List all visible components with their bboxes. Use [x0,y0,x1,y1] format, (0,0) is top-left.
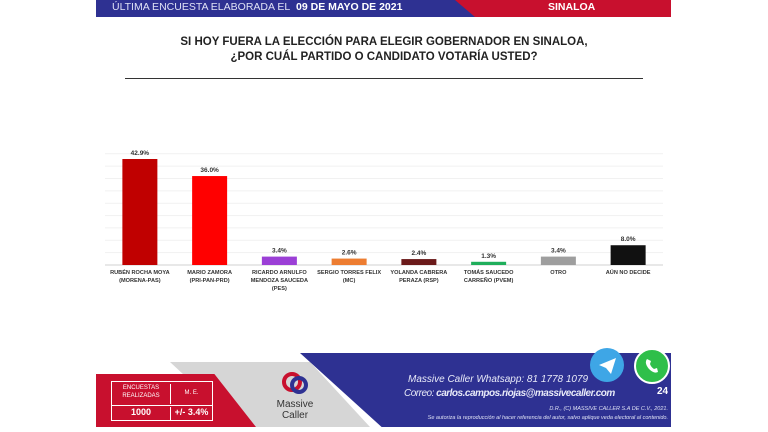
date-prefix: ÚLTIMA ENCUESTA ELABORADA EL [112,1,291,13]
bar [401,259,437,265]
header-state-bar [455,0,671,17]
survey-info-table: ENCUESTAS REALIZADAS M. E. 1000 +/- 3.4% [111,381,213,421]
category-label: CARREÑO (PVEM) [464,277,514,284]
title-line-2: ¿POR CUÁL PARTIDO O CANDIDATO VOTARÍA US… [230,51,538,63]
bar [540,256,576,265]
data-label: 1.3% [481,253,496,260]
category-label: YOLANDA CABRERA [390,270,447,276]
category-label: (MORENA-PAS) [119,278,161,284]
data-label: 2.6% [342,250,357,257]
state-label: SINALOA [548,1,596,13]
data-label: 3.4% [551,248,566,255]
bar-chart: 42.9% RUBÉN ROCHA MOYA (MORENA-PAS) 36.0% MA… [105,150,663,292]
category-label: AÚN NO DECIDE [606,269,651,276]
category-label: MARIO ZAMORA [187,270,232,276]
category-label: PERAZA (RSP) [399,278,439,284]
category-label: (PRI-PAN-PRD) [190,278,230,284]
copyright: D.R., (C) MASSIVE CALLER S.A DE C.V., 20… [549,406,668,412]
logo-text-2: Caller [281,410,309,421]
bar [610,245,646,265]
bar [192,176,228,265]
survey-date: ÚLTIMA ENCUESTA ELABORADA EL 09 DE MAYO … [112,1,402,13]
email-label: Correo: [404,388,434,399]
header-margin: M. E. [184,390,199,396]
category-label: (PES) [272,286,287,292]
category-label: SERGIO TORRES FELIX [317,270,381,276]
massive-caller-logo: Massive Caller [270,370,320,421]
date-value: 09 DE MAYO DE 2021 [296,1,403,13]
surveys-count: 1000 [112,407,171,420]
category-label: RUBÉN ROCHA MOYA [110,268,170,276]
logo-text: Massive [276,399,314,410]
chart-title: SI HOY FUERA LA ELECCIÓN PARA ELEGIR GOB… [0,35,768,65]
whatsapp-contact: Massive Caller Whatsapp: 81 1778 1079 [408,374,589,385]
telegram-icon[interactable] [590,348,624,382]
bar [122,159,158,265]
category-label: OTRO [550,270,567,276]
whatsapp-icon[interactable] [634,348,670,384]
data-label: 42.9% [131,150,150,157]
bar [261,256,297,265]
header-bar [96,0,476,17]
bar [471,261,507,265]
category-label: MENDOZA SAUCEDA [251,278,308,284]
header-surveys: ENCUESTAS [122,385,160,391]
header-surveys-2: REALIZADAS [122,393,160,399]
bar [331,258,367,265]
logo-icon [282,372,308,394]
email-link[interactable]: carlos.campos.riojas@massivecaller.com [436,388,615,399]
divider [125,78,643,79]
category-label: TOMÁS SAUCEDO [464,269,514,276]
title-line-1: SI HOY FUERA LA ELECCIÓN PARA ELEGIR GOB… [180,36,588,48]
data-label: 2.4% [411,250,426,257]
category-label: RICARDO ARNULFO [252,270,307,276]
data-label: 3.4% [272,248,287,255]
data-label: 8.0% [621,236,636,243]
category-label: (MC) [343,278,356,284]
margin-of-error: +/- 3.4% [174,407,209,417]
page-number: 24 [657,386,669,397]
data-label: 36.0% [200,167,219,174]
notice: Se autoriza la reproducción al hacer ref… [427,415,668,421]
